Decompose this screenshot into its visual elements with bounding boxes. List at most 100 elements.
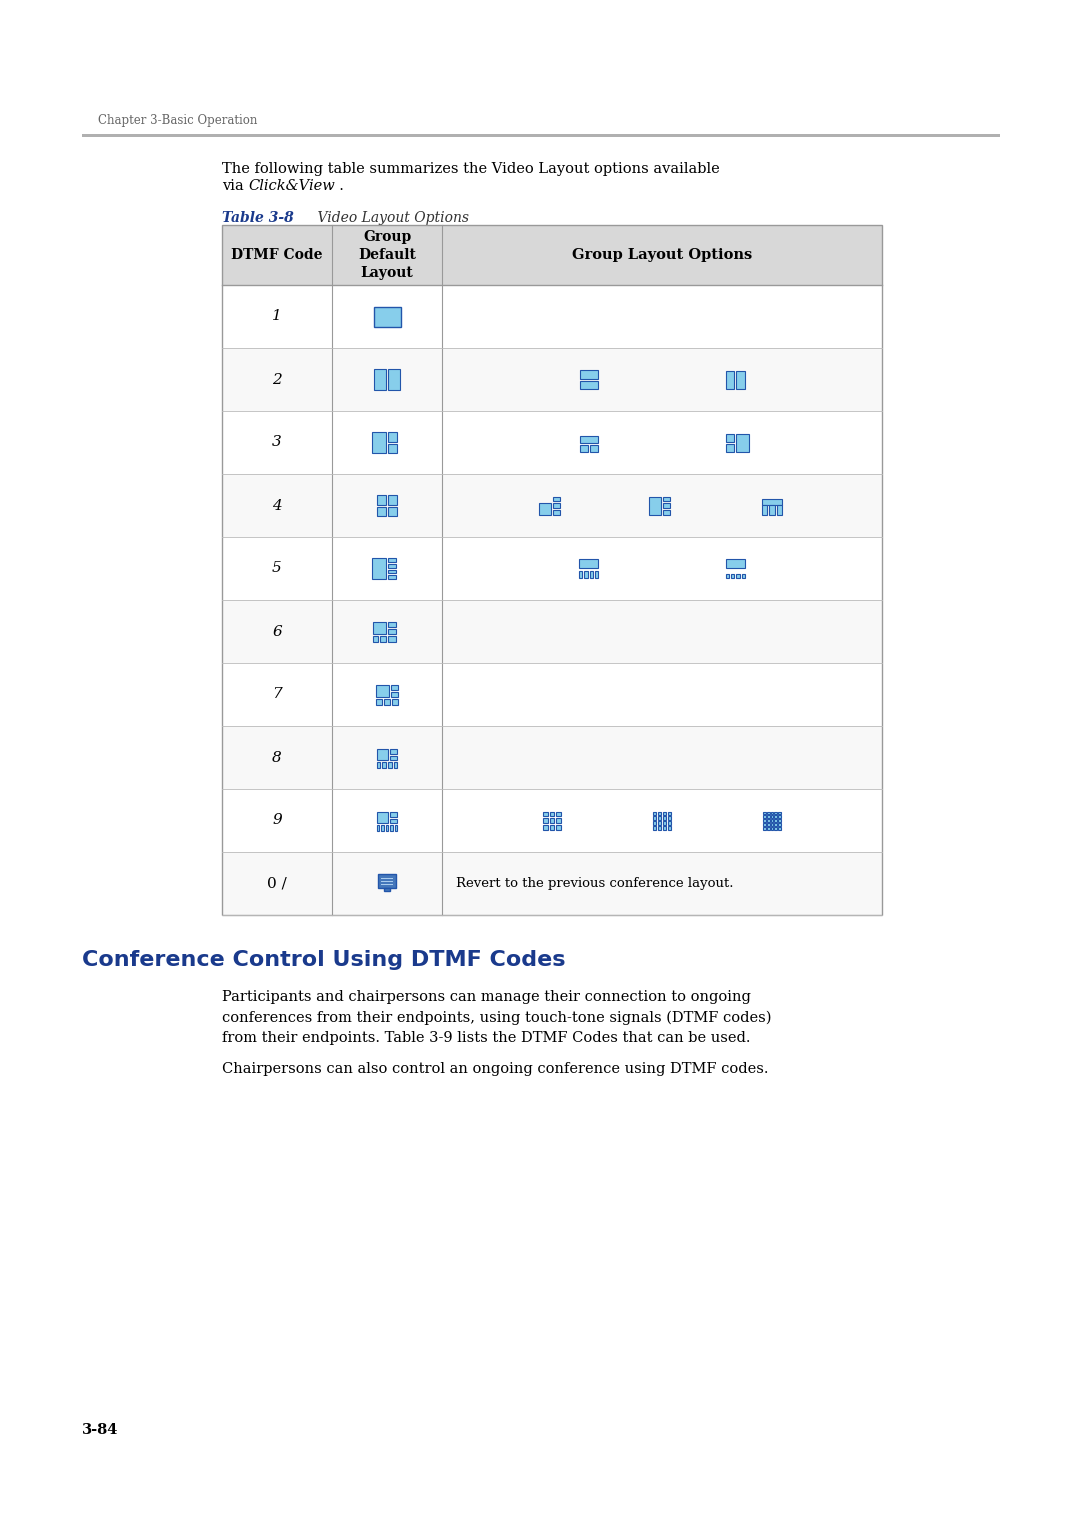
Bar xyxy=(762,505,768,515)
Bar xyxy=(388,495,397,504)
Bar xyxy=(663,504,670,508)
Text: DTMF Code: DTMF Code xyxy=(231,247,323,263)
Bar xyxy=(394,762,397,768)
Bar xyxy=(388,762,392,768)
Text: 9: 9 xyxy=(272,814,282,828)
Bar xyxy=(727,434,734,441)
Bar xyxy=(381,825,383,831)
Bar xyxy=(388,629,395,634)
Bar xyxy=(663,510,670,515)
Bar xyxy=(82,134,1000,137)
Bar xyxy=(542,825,548,829)
Bar xyxy=(584,571,588,577)
Bar xyxy=(653,817,657,820)
Bar xyxy=(222,600,882,663)
Bar xyxy=(767,818,770,822)
Bar xyxy=(663,496,670,501)
Text: 7: 7 xyxy=(272,687,282,701)
Bar xyxy=(580,444,588,452)
Text: Participants and chairpersons can manage their connection to ongoing
conferences: Participants and chairpersons can manage… xyxy=(222,989,771,1044)
Bar xyxy=(742,574,745,577)
Bar xyxy=(388,370,401,389)
Bar xyxy=(222,411,882,473)
Bar xyxy=(779,815,781,818)
Text: 3: 3 xyxy=(272,435,282,449)
Text: .: . xyxy=(330,179,343,192)
Bar xyxy=(384,887,390,890)
Bar xyxy=(667,811,671,815)
Bar xyxy=(378,873,395,887)
Bar xyxy=(376,686,389,696)
Bar xyxy=(771,811,773,814)
Bar xyxy=(762,811,766,814)
Bar xyxy=(737,434,748,452)
Bar xyxy=(539,502,551,515)
Bar xyxy=(779,811,781,814)
Bar xyxy=(667,817,671,820)
Bar xyxy=(580,435,597,443)
Text: 5: 5 xyxy=(272,562,282,576)
Bar xyxy=(377,750,389,760)
Bar xyxy=(388,570,396,573)
Bar xyxy=(222,852,882,915)
Bar xyxy=(779,818,781,822)
Bar xyxy=(553,504,559,508)
Bar xyxy=(727,443,734,452)
Bar xyxy=(580,380,597,389)
Bar xyxy=(383,698,390,704)
Text: 4: 4 xyxy=(272,498,282,513)
Bar xyxy=(222,286,882,348)
Bar xyxy=(663,822,666,825)
Text: 2: 2 xyxy=(272,373,282,386)
Bar xyxy=(777,505,782,515)
Bar xyxy=(392,698,399,704)
Bar xyxy=(667,826,671,829)
Bar xyxy=(658,826,661,829)
Bar xyxy=(580,370,597,379)
Bar xyxy=(542,818,548,823)
Bar xyxy=(653,826,657,829)
Bar xyxy=(658,817,661,820)
Bar xyxy=(771,826,773,829)
Bar xyxy=(774,826,778,829)
Bar xyxy=(373,635,378,641)
Text: Video Layout Options: Video Layout Options xyxy=(300,211,469,224)
Bar xyxy=(726,559,745,568)
Bar xyxy=(542,811,548,815)
Bar xyxy=(771,818,773,822)
Bar xyxy=(579,559,598,568)
Bar xyxy=(222,789,882,852)
Text: Chairpersons can also control an ongoing conference using DTMF codes.: Chairpersons can also control an ongoing… xyxy=(222,1061,769,1077)
Bar xyxy=(726,574,729,577)
Bar xyxy=(377,495,386,504)
Bar xyxy=(579,571,582,577)
Bar xyxy=(653,822,657,825)
Bar xyxy=(222,224,882,915)
Bar xyxy=(658,811,661,815)
Bar xyxy=(222,473,882,538)
Bar xyxy=(380,635,386,641)
Bar xyxy=(774,823,778,826)
Text: 0 /: 0 / xyxy=(267,876,287,890)
Bar xyxy=(376,698,382,704)
Bar xyxy=(737,574,740,577)
Bar xyxy=(774,815,778,818)
Bar xyxy=(222,725,882,789)
Bar xyxy=(372,559,386,579)
Text: Revert to the previous conference layout.: Revert to the previous conference layout… xyxy=(456,876,733,890)
Text: 6: 6 xyxy=(272,625,282,638)
Bar xyxy=(771,815,773,818)
Bar xyxy=(222,538,882,600)
Bar xyxy=(779,826,781,829)
Bar xyxy=(556,811,562,815)
Text: Group Layout Options: Group Layout Options xyxy=(572,247,752,263)
Bar xyxy=(553,510,559,515)
Bar xyxy=(667,822,671,825)
Bar xyxy=(372,432,386,452)
Bar xyxy=(391,750,397,754)
Bar xyxy=(556,825,562,829)
Text: Table 3-8: Table 3-8 xyxy=(222,211,294,224)
Bar xyxy=(388,621,395,626)
Text: Click&View: Click&View xyxy=(248,179,335,192)
Bar xyxy=(590,571,593,577)
